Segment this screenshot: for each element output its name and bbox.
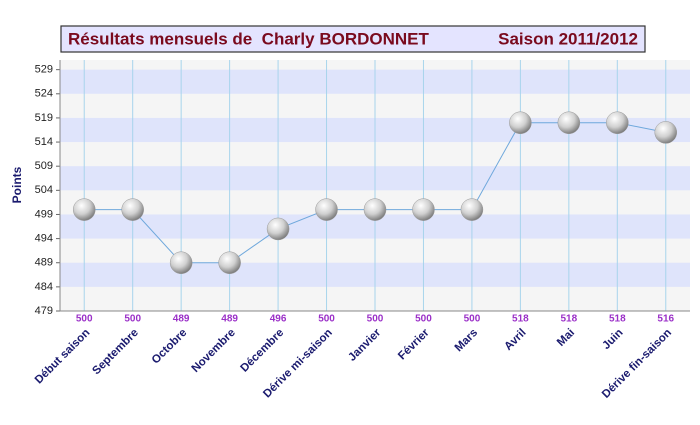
y-tick-label: 479 <box>35 305 53 317</box>
value-label: 500 <box>367 314 384 325</box>
y-tick-label: 504 <box>35 184 53 196</box>
y-tick-label: 514 <box>35 136 53 148</box>
data-marker <box>266 217 290 241</box>
value-label: 500 <box>464 314 481 325</box>
x-tick-label: Mai <box>555 327 577 349</box>
data-marker <box>654 121 678 144</box>
data-marker <box>509 111 532 134</box>
data-marker <box>557 111 581 134</box>
value-label: 489 <box>221 314 238 325</box>
x-tick-label: Novembre <box>190 327 238 375</box>
x-tick-label: Mars <box>453 327 480 354</box>
value-label: 518 <box>609 314 626 325</box>
data-marker <box>169 251 193 274</box>
data-marker <box>218 251 241 274</box>
y-axis-label: Points <box>10 166 24 203</box>
x-tick-label: Octobre <box>150 327 190 367</box>
value-label: 500 <box>415 314 432 325</box>
data-marker <box>121 198 144 221</box>
x-tick-label: Septembre <box>90 327 141 378</box>
y-tick-label: 524 <box>35 88 53 100</box>
value-label: 518 <box>561 314 578 325</box>
value-label: 516 <box>657 314 674 325</box>
x-tick-label: Avril <box>502 327 528 353</box>
y-tick-label: 499 <box>35 208 53 220</box>
y-tick-label: 529 <box>35 64 53 76</box>
value-label: 500 <box>318 314 335 325</box>
value-label: 496 <box>270 314 287 325</box>
y-tick-label: 484 <box>35 281 53 293</box>
y-tick-label: 489 <box>35 257 53 269</box>
value-label: 489 <box>173 314 190 325</box>
title-box <box>60 25 646 53</box>
x-tick-label: Février <box>396 326 432 362</box>
data-marker <box>412 198 435 221</box>
y-tick-label: 494 <box>35 233 53 245</box>
data-marker <box>315 198 338 221</box>
chart-subtitle: Saison 2011/2012 <box>498 29 638 48</box>
chart-title: Résultats mensuels de Charly BORDONNET <box>68 29 429 48</box>
y-tick-label: 509 <box>35 160 53 172</box>
y-tick-label: 519 <box>35 112 53 124</box>
data-marker <box>460 198 484 221</box>
x-tick-label: Décembre <box>239 327 287 375</box>
data-marker <box>363 198 387 221</box>
value-label: 500 <box>124 314 141 325</box>
x-tick-label: Juin <box>600 327 625 352</box>
data-marker <box>72 198 96 221</box>
plot-background <box>60 60 690 311</box>
data-marker <box>606 111 629 134</box>
value-label: 500 <box>76 314 93 325</box>
x-tick-label: Janvier <box>346 326 383 363</box>
value-label: 518 <box>512 314 529 325</box>
x-tick-label: Début saison <box>33 327 93 387</box>
